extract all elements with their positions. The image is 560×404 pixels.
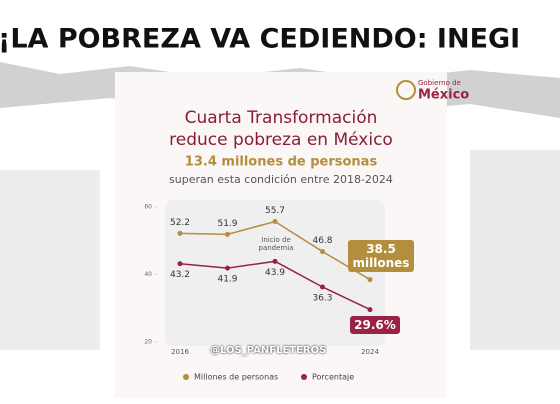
value-label: 52.2 <box>170 218 190 228</box>
value-label: 43.2 <box>170 270 190 280</box>
legend-swatch <box>183 374 189 380</box>
point <box>320 284 325 290</box>
value-label: 46.8 <box>312 236 332 246</box>
watermark: @LOS_PANFLETEROS <box>210 345 327 356</box>
subtitle: 13.4 millones de personas <box>185 155 378 170</box>
value-label: 55.7 <box>265 206 285 216</box>
point <box>225 231 230 237</box>
point <box>272 219 278 225</box>
point <box>225 265 230 271</box>
point <box>320 249 325 255</box>
point <box>177 230 183 236</box>
point <box>272 258 278 264</box>
blur <box>470 150 560 350</box>
x-tick-label: 2016 <box>171 348 189 356</box>
value-label: 36.3 <box>312 293 332 303</box>
annotation: pandemia <box>259 244 294 252</box>
legend-label: Millones de personas <box>194 373 278 382</box>
point <box>367 277 373 283</box>
blur <box>0 170 100 350</box>
value-label: 51.9 <box>217 219 237 229</box>
subtitle2: superan esta condición entre 2018-2024 <box>169 173 393 186</box>
legend-label: Porcentaje <box>312 373 354 382</box>
y-tick-label: 20 <box>144 339 152 346</box>
point <box>177 261 183 267</box>
y-tick-label: 60 <box>144 204 152 211</box>
annotation: Inicio de <box>261 236 291 244</box>
x-tick-label: 2024 <box>361 348 379 356</box>
value-label: 43.9 <box>265 268 285 278</box>
callout: 38.5 millones <box>348 240 414 272</box>
value-label: 41.9 <box>217 275 237 285</box>
plot-bg <box>165 200 385 346</box>
logo-small: Gobierno de <box>418 79 461 87</box>
headline: ¡LA POBREZA VA CEDIENDO: INEGI <box>0 24 520 55</box>
legend-swatch <box>301 374 307 380</box>
title: reduce pobreza en México <box>169 130 393 150</box>
y-tick-label: 40 <box>144 271 152 278</box>
title: Cuarta Transformación <box>185 108 378 128</box>
point <box>367 307 373 313</box>
logo-main: México <box>418 88 469 103</box>
logo-emblem <box>396 80 416 100</box>
callout: 29.6% <box>350 316 400 334</box>
